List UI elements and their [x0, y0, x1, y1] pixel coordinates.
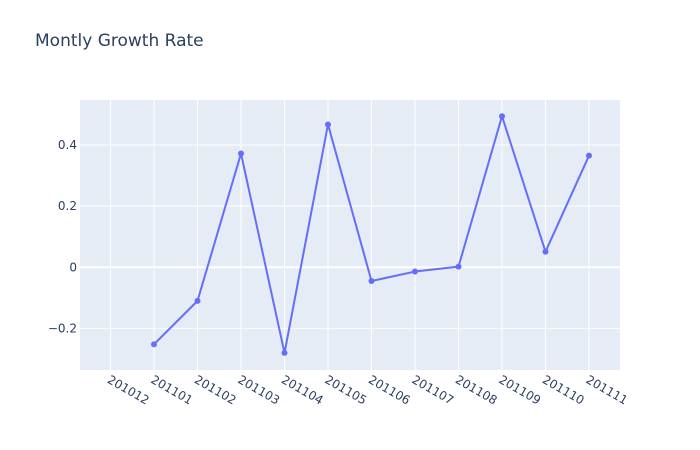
x-tick-label: 201107: [410, 372, 457, 407]
data-point: [586, 152, 592, 159]
data-point: [151, 341, 157, 348]
data-point: [499, 113, 505, 120]
x-axis-ticks: 2010122011012011022011032011042011052011…: [105, 372, 630, 407]
data-point: [194, 297, 201, 304]
x-tick-label: 201105: [323, 372, 370, 407]
y-tick-label: 0: [69, 260, 77, 274]
data-point: [542, 248, 549, 255]
x-tick-label: 201012: [105, 372, 152, 407]
x-tick-label: 201108: [453, 372, 500, 407]
data-point: [368, 278, 375, 285]
series-layer: [151, 113, 592, 356]
x-tick-label: 201110: [540, 372, 587, 407]
data-point: [238, 150, 244, 157]
x-tick-label: 201104: [279, 372, 326, 407]
data-point: [281, 349, 288, 356]
data-point: [455, 263, 462, 270]
x-tick-label: 201102: [192, 372, 239, 407]
plot-area: [80, 100, 620, 370]
data-point: [325, 121, 331, 128]
y-tick-label: 0.2: [58, 199, 77, 213]
y-tick-label: −0.2: [48, 321, 77, 335]
x-tick-label: 201101: [149, 372, 196, 407]
y-axis-ticks: −0.2 0 0.2 0.4: [48, 138, 77, 335]
y-tick-label: 0.4: [58, 138, 77, 152]
chart-title: Montly Growth Rate: [35, 31, 204, 51]
data-point: [412, 268, 418, 275]
x-tick-label: 201103: [236, 372, 283, 407]
x-tick-label: 201109: [497, 372, 544, 407]
x-tick-label: 201111: [584, 372, 631, 407]
x-tick-label: 201106: [366, 372, 413, 407]
